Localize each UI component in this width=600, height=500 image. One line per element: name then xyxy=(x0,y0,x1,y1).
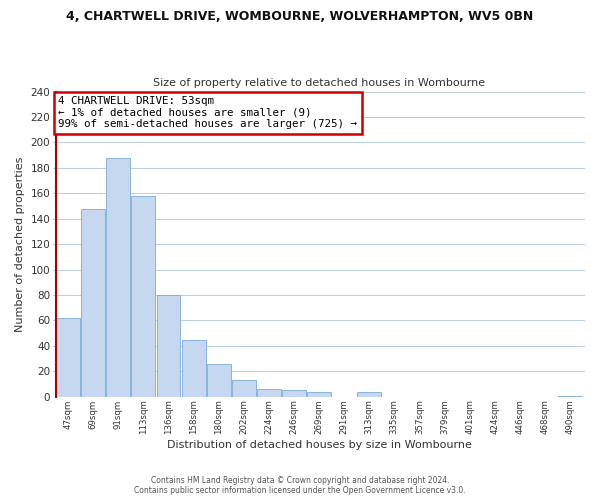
Text: 4 CHARTWELL DRIVE: 53sqm
← 1% of detached houses are smaller (9)
99% of semi-det: 4 CHARTWELL DRIVE: 53sqm ← 1% of detache… xyxy=(58,96,358,130)
X-axis label: Distribution of detached houses by size in Wombourne: Distribution of detached houses by size … xyxy=(167,440,472,450)
Y-axis label: Number of detached properties: Number of detached properties xyxy=(15,156,25,332)
Bar xyxy=(307,392,331,397)
Bar xyxy=(207,364,230,397)
Bar xyxy=(56,318,80,397)
Bar xyxy=(106,158,130,397)
Bar xyxy=(232,380,256,397)
Bar xyxy=(182,340,206,397)
Bar xyxy=(157,295,181,397)
Text: Contains HM Land Registry data © Crown copyright and database right 2024.
Contai: Contains HM Land Registry data © Crown c… xyxy=(134,476,466,495)
Bar xyxy=(358,392,381,397)
Bar xyxy=(282,390,306,397)
Bar xyxy=(257,389,281,397)
Text: 4, CHARTWELL DRIVE, WOMBOURNE, WOLVERHAMPTON, WV5 0BN: 4, CHARTWELL DRIVE, WOMBOURNE, WOLVERHAM… xyxy=(67,10,533,23)
Bar xyxy=(558,396,582,397)
Title: Size of property relative to detached houses in Wombourne: Size of property relative to detached ho… xyxy=(153,78,485,88)
Bar xyxy=(82,208,105,397)
Bar xyxy=(131,196,155,397)
